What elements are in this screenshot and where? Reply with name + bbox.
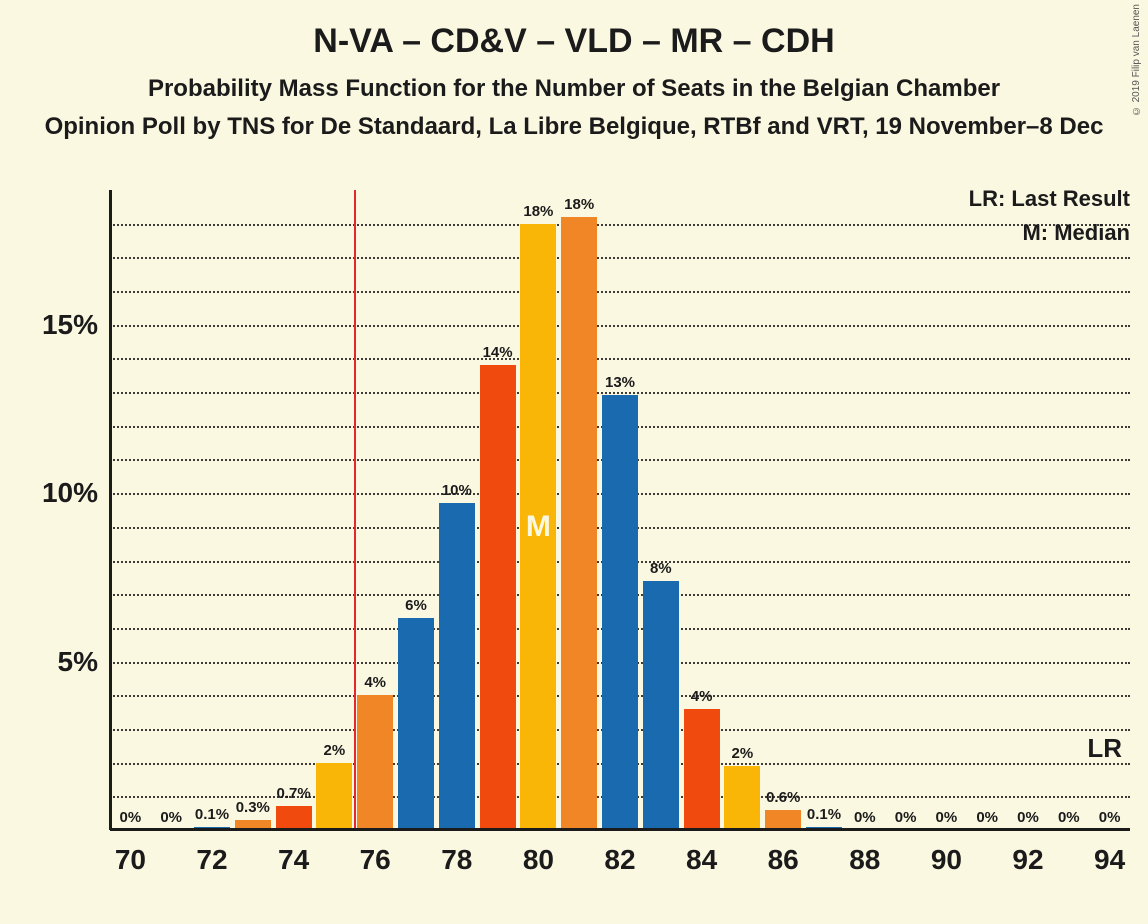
xtick-label: 70	[115, 830, 146, 876]
bar-value-label: 6%	[405, 597, 427, 614]
xtick-label: 86	[768, 830, 799, 876]
bar-value-label: 0.6%	[766, 789, 800, 806]
ytick-label: 5%	[58, 646, 110, 678]
chart-subtitle-1: Probability Mass Function for the Number…	[0, 75, 1148, 103]
bar	[316, 763, 352, 830]
bar-value-label: 18%	[523, 203, 553, 220]
bar	[398, 618, 434, 830]
xtick-label: 74	[278, 830, 309, 876]
xtick-label: 90	[931, 830, 962, 876]
copyright-text: © 2019 Filip van Laenen	[1131, 4, 1142, 116]
bar-value-label: 0%	[895, 809, 917, 826]
xtick-label: 80	[523, 830, 554, 876]
bar	[480, 365, 516, 830]
bar-value-label: 2%	[324, 742, 346, 759]
chart-title: N-VA – CD&V – VLD – MR – CDH	[0, 0, 1148, 61]
grid-line	[110, 291, 1130, 293]
bar-value-label: 0.1%	[195, 806, 229, 823]
bar-value-label: 0%	[936, 809, 958, 826]
bar	[276, 806, 312, 830]
bar-value-label: 0%	[976, 809, 998, 826]
bar-value-label: 4%	[364, 674, 386, 691]
chart-plot-area: LR: Last Result M: Median 5%10%15%707274…	[110, 190, 1130, 830]
x-axis	[110, 828, 1130, 831]
legend-lr: LR: Last Result	[969, 186, 1130, 212]
bar	[724, 766, 760, 830]
bar-value-label: 4%	[691, 688, 713, 705]
grid-line	[110, 325, 1130, 327]
xtick-label: 94	[1094, 830, 1125, 876]
bar-value-label: 0%	[1099, 809, 1121, 826]
bar-value-label: 0%	[1058, 809, 1080, 826]
bar-value-label: 10%	[442, 482, 472, 499]
median-marker: M	[526, 510, 551, 544]
ytick-label: 10%	[42, 477, 110, 509]
grid-line	[110, 257, 1130, 259]
bar-value-label: 0.7%	[276, 785, 310, 802]
bar	[357, 695, 393, 830]
bar-value-label: 0.1%	[807, 806, 841, 823]
xtick-label: 78	[441, 830, 472, 876]
bar	[643, 581, 679, 830]
bar-value-label: 0%	[854, 809, 876, 826]
xtick-label: 76	[360, 830, 391, 876]
bar-value-label: 14%	[483, 344, 513, 361]
bar-value-label: 13%	[605, 374, 635, 391]
grid-line	[110, 358, 1130, 360]
bar-value-label: 0%	[120, 809, 142, 826]
bar	[561, 217, 597, 830]
bar-value-label: 0%	[1017, 809, 1039, 826]
grid-line	[110, 224, 1130, 226]
bar	[765, 810, 801, 830]
xtick-label: 88	[849, 830, 880, 876]
lr-marker: LR	[1087, 733, 1122, 764]
xtick-label: 92	[1012, 830, 1043, 876]
bar-value-label: 2%	[732, 745, 754, 762]
xtick-label: 82	[604, 830, 635, 876]
ytick-label: 15%	[42, 309, 110, 341]
bar-value-label: 0.3%	[236, 799, 270, 816]
legend-block: LR: Last Result M: Median	[969, 186, 1130, 246]
bar	[439, 503, 475, 830]
last-result-line	[354, 190, 356, 830]
bar	[684, 709, 720, 830]
bar-value-label: 18%	[564, 196, 594, 213]
xtick-label: 84	[686, 830, 717, 876]
grid-line	[110, 392, 1130, 394]
bar-value-label: 8%	[650, 560, 672, 577]
chart-subtitle-2: Opinion Poll by TNS for De Standaard, La…	[0, 113, 1148, 141]
y-axis	[109, 190, 112, 830]
xtick-label: 72	[196, 830, 227, 876]
bar	[602, 395, 638, 830]
bar-value-label: 0%	[160, 809, 182, 826]
